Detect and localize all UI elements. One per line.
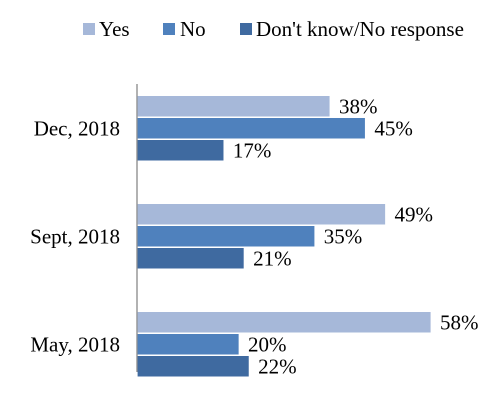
data-label-may-2018-don-t-know-no-response: 22% (258, 354, 297, 378)
bar-dec-2018-don-t-know-no-response (137, 140, 224, 161)
data-label-dec-2018-don-t-know-no-response: 17% (233, 138, 272, 162)
data-label-sept-2018-don-t-know-no-response: 21% (253, 246, 292, 270)
bar-sept-2018-don-t-know-no-response (137, 248, 244, 269)
data-label-may-2018-yes: 58% (440, 310, 479, 334)
legend-label-don-t-know-no-response: Don't know/No response (256, 17, 464, 41)
bar-may-2018-don-t-know-no-response (137, 356, 249, 377)
data-label-sept-2018-no: 35% (324, 224, 363, 248)
category-label-may-2018: May, 2018 (30, 332, 120, 356)
legend-label-yes: Yes (99, 17, 130, 41)
bar-dec-2018-no (137, 118, 365, 139)
bar-sept-2018-yes (137, 204, 386, 225)
legend-swatch-don-t-know-no-response (240, 23, 252, 35)
legend-swatch-no (163, 23, 175, 35)
bar-dec-2018-yes (137, 96, 330, 117)
bar-may-2018-yes (137, 312, 431, 333)
data-label-dec-2018-yes: 38% (339, 94, 378, 118)
bar-may-2018-no (137, 334, 239, 355)
legend-swatch-yes (83, 23, 95, 35)
data-label-may-2018-no: 20% (248, 332, 287, 356)
data-label-dec-2018-no: 45% (374, 116, 413, 140)
legend-label-no: No (180, 17, 206, 41)
data-label-sept-2018-yes: 49% (395, 202, 434, 226)
category-label-sept-2018: Sept, 2018 (30, 224, 120, 248)
bar-sept-2018-no (137, 226, 315, 247)
category-label-dec-2018: Dec, 2018 (34, 116, 120, 140)
